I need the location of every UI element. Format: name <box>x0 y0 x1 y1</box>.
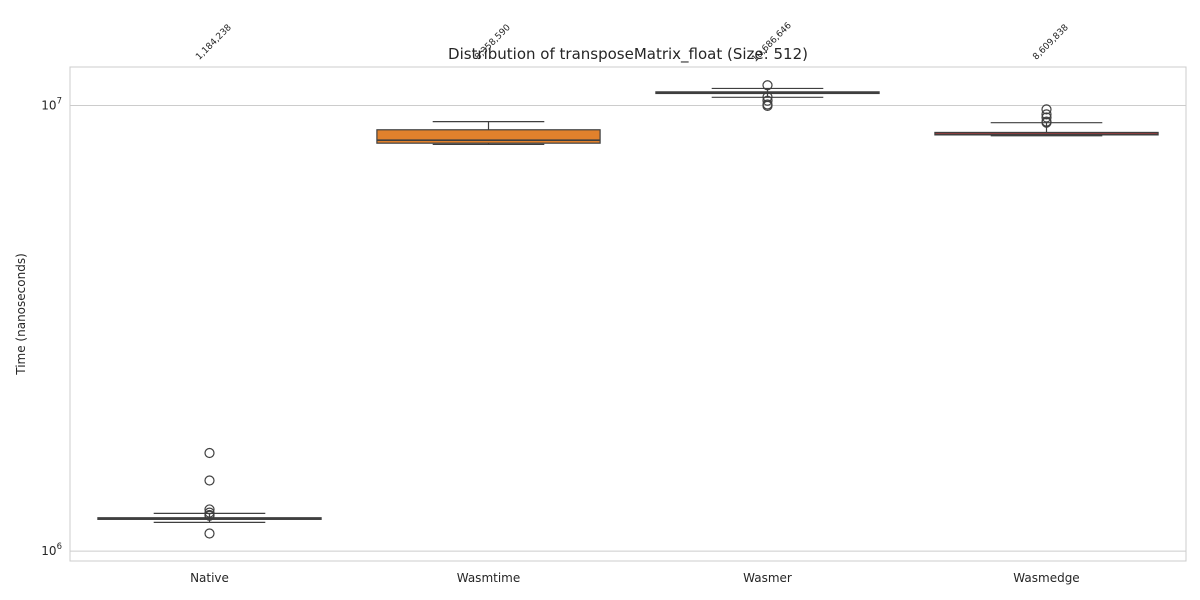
outlier-point <box>204 475 215 486</box>
outlier-point <box>204 510 215 521</box>
box-native <box>97 447 322 539</box>
outlier-point <box>1041 117 1052 128</box>
y-tick-label: 107 <box>41 96 62 112</box>
y-axis-label: Time (nanoseconds) <box>14 253 28 376</box>
chart-title: Distribution of transposeMatrix_float (S… <box>448 45 808 64</box>
x-tick-label: Wasmer <box>743 571 792 585</box>
box-iqr <box>376 129 601 144</box>
y-tick-labels: 106 107 <box>41 96 62 558</box>
box-wasmedge <box>934 104 1159 137</box>
outlier-point <box>762 80 773 91</box>
outlier-point <box>762 100 773 111</box>
box-wasmer <box>655 80 880 111</box>
y-tick-label: 106 <box>41 542 62 558</box>
box-wasmtime <box>376 121 601 145</box>
outlier-point <box>762 95 773 106</box>
boxes <box>97 80 1159 539</box>
outlier-point <box>204 528 215 539</box>
outlier-point <box>1041 104 1052 115</box>
outlier-point <box>1041 109 1052 120</box>
plot-frame <box>69 66 1187 562</box>
outlier-point <box>204 447 215 459</box>
grid <box>70 104 1186 552</box>
x-tick-label: Wasmedge <box>1013 571 1079 585</box>
outlier-point <box>204 504 215 515</box>
x-tick-labels: Native Wasmtime Wasmer Wasmedge <box>190 571 1080 585</box>
x-tick-label: Native <box>190 571 229 585</box>
x-tick-label: Wasmtime <box>457 571 521 585</box>
outlier-point <box>1041 112 1052 123</box>
